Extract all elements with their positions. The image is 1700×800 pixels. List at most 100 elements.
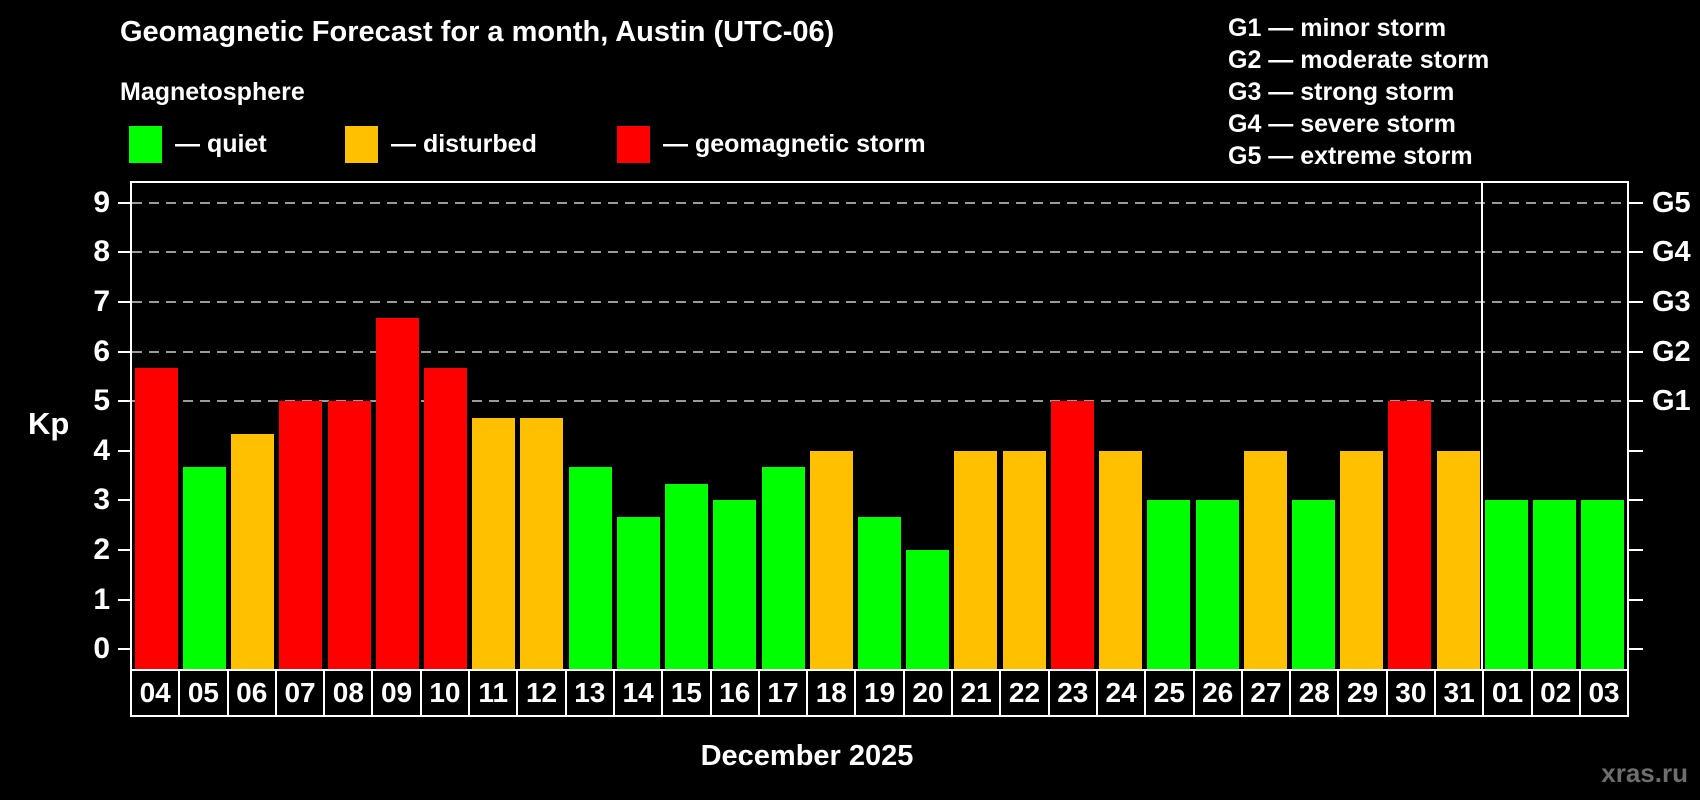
- storm-scale-g5: G5 — extreme storm: [1228, 142, 1473, 170]
- y-axis-label-4: 4: [93, 433, 110, 467]
- date-cell-15: 15: [661, 671, 709, 715]
- y-tick-right-1: [1627, 598, 1643, 601]
- kp-axis-title: Kp: [28, 406, 70, 441]
- y-tick-left-3: [118, 499, 132, 502]
- date-cell-04: 04: [139, 677, 171, 708]
- g-axis-label-g3: G3: [1652, 286, 1691, 319]
- kp-bar-day-08: [327, 401, 371, 669]
- kp-bar-day-15: [665, 484, 709, 669]
- kp-bar-day-06: [231, 434, 275, 669]
- date-cell-22: 22: [999, 671, 1047, 715]
- kp-bar-day-24: [1099, 450, 1143, 669]
- storm-scale-legend: G1 — minor storm G2 — moderate storm G3 …: [1228, 12, 1489, 172]
- legend-item-disturbed: — disturbed: [345, 125, 537, 163]
- y-tick-left-2: [118, 548, 132, 551]
- g-axis-label-g2: G2: [1652, 335, 1691, 368]
- date-cell-08: 08: [323, 671, 371, 715]
- y-tick-left-8: [118, 251, 132, 254]
- y-tick-right-8: [1627, 251, 1643, 254]
- kp-bar-day-13: [568, 467, 612, 669]
- kp-bar-day-29: [1340, 450, 1384, 669]
- date-axis: 04 05 06 07 08 09 10 11 12 13 14 15 16 17 18 19 20 21 22 23…: [130, 669, 1629, 717]
- kp-bar-day-31: [1436, 450, 1480, 669]
- page-title: Geomagnetic Forecast for a month, Austin…: [120, 16, 835, 48]
- date-cell-19: 19: [854, 671, 902, 715]
- kp-bar-day-20: [906, 549, 950, 669]
- y-tick-left-9: [118, 201, 132, 204]
- storm-scale-g3: G3 — strong storm: [1228, 78, 1455, 106]
- month-separator: [1481, 183, 1484, 669]
- y-tick-left-6: [118, 350, 132, 353]
- y-axis-label-5: 5: [93, 384, 110, 418]
- legend-label: — quiet: [175, 129, 267, 158]
- date-cell-29: 29: [1337, 671, 1385, 715]
- y-axis-label-1: 1: [93, 582, 110, 616]
- kp-bar-day-01: [1484, 500, 1528, 669]
- date-cell-18: 18: [806, 671, 854, 715]
- date-cell-12: 12: [516, 671, 564, 715]
- kp-bar-day-02: [1533, 500, 1577, 669]
- kp-bar-day-17: [761, 467, 805, 669]
- y-tick-left-0: [118, 648, 132, 651]
- date-cell-05: 05: [178, 671, 226, 715]
- y-tick-right-9: [1627, 201, 1643, 204]
- kp-bar-day-14: [616, 516, 660, 669]
- y-axis-label-0: 0: [93, 632, 110, 666]
- y-tick-left-1: [118, 598, 132, 601]
- date-cell-27: 27: [1240, 671, 1289, 715]
- date-cell-20: 20: [902, 671, 951, 715]
- date-cell-25: 25: [1144, 671, 1192, 715]
- date-cell-30: 30: [1385, 671, 1434, 715]
- date-cell-26: 26: [1192, 671, 1241, 715]
- kp-bar-day-27: [1243, 450, 1287, 669]
- kp-bar-day-23: [1050, 401, 1094, 669]
- y-tick-left-5: [118, 400, 132, 403]
- date-cell-13: 13: [564, 671, 613, 715]
- date-cell-16: 16: [709, 671, 758, 715]
- date-cell-17: 17: [757, 671, 806, 715]
- g-axis-label-g4: G4: [1652, 236, 1691, 269]
- kp-bar-day-22: [1002, 450, 1046, 669]
- date-cell-31: 31: [1434, 671, 1482, 715]
- legend-label: — geomagnetic storm: [663, 129, 926, 158]
- magnetosphere-subtitle: Magnetosphere: [120, 78, 305, 106]
- y-tick-right-7: [1627, 301, 1643, 304]
- kp-bar-day-28: [1292, 500, 1336, 669]
- gridline-kp5: [132, 400, 1627, 403]
- month-label: December 2025: [700, 740, 914, 772]
- y-tick-right-0: [1627, 648, 1643, 651]
- date-cell-07: 07: [274, 671, 323, 715]
- y-tick-right-3: [1627, 499, 1643, 502]
- storm-color-swatch: [617, 125, 650, 163]
- kp-bar-day-03: [1581, 500, 1625, 669]
- y-axis-label-7: 7: [93, 285, 110, 319]
- gridline-kp6: [132, 350, 1627, 353]
- date-cell-14: 14: [612, 671, 661, 715]
- date-cell-11: 11: [468, 671, 516, 715]
- y-tick-left-7: [118, 301, 132, 304]
- date-cell-10: 10: [419, 671, 468, 715]
- kp-bar-day-04: [134, 367, 178, 669]
- gridline-kp7: [132, 301, 1627, 304]
- date-cell-23: 23: [1047, 671, 1096, 715]
- y-axis-label-9: 9: [93, 185, 110, 219]
- y-tick-right-2: [1627, 548, 1643, 551]
- kp-bar-day-19: [857, 516, 901, 669]
- y-tick-right-4: [1627, 449, 1643, 452]
- g-axis-label-g5: G5: [1652, 186, 1691, 219]
- legend-item-storm: — geomagnetic storm: [617, 125, 926, 163]
- y-axis-label-3: 3: [93, 483, 110, 517]
- date-cell-09: 09: [371, 671, 419, 715]
- date-cell-03: 03: [1578, 671, 1627, 715]
- storm-scale-g4: G4 — severe storm: [1228, 110, 1456, 138]
- date-cell-28: 28: [1289, 671, 1337, 715]
- y-tick-left-4: [118, 449, 132, 452]
- date-cell-21: 21: [951, 671, 999, 715]
- watermark: xras.ru: [1601, 758, 1688, 788]
- kp-bar-day-07: [279, 401, 323, 669]
- kp-bar-day-26: [1195, 500, 1239, 669]
- kp-bar-day-18: [809, 450, 853, 669]
- kp-bar-day-05: [182, 467, 226, 669]
- gridline-kp9: [132, 201, 1627, 204]
